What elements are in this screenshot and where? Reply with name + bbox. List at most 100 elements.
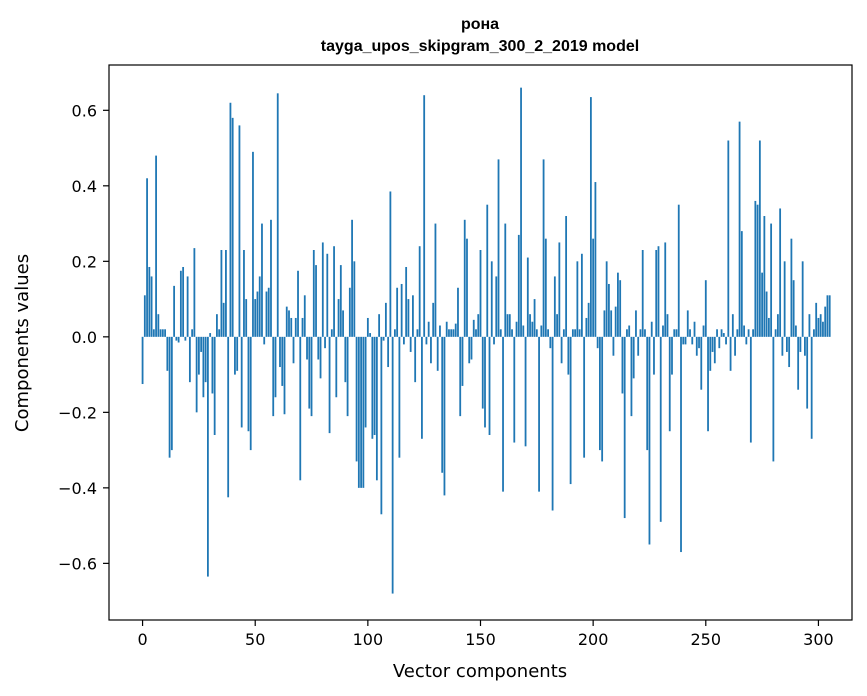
bar-284: [781, 336, 784, 356]
bar-162: [506, 314, 509, 337]
bar-287: [788, 336, 791, 368]
bar-135: [445, 321, 448, 337]
bar-218: [632, 336, 635, 379]
x-axis-ticks: 0 50 100 150 200 250 300: [137, 620, 834, 649]
bar-239: [680, 336, 682, 553]
bar-193: [576, 261, 579, 337]
y-tick-label-0: −0.6: [58, 554, 97, 573]
bar-22: [191, 329, 194, 337]
bar-213: [621, 336, 624, 394]
bar-280: [772, 336, 775, 462]
bar-30: [209, 333, 212, 337]
bar-138: [452, 329, 455, 337]
bar-67: [292, 336, 295, 364]
bar-268: [745, 336, 748, 345]
bar-20: [186, 276, 189, 337]
chart-subtitle: tayga_upos_skipgram_300_2_2019 model: [321, 38, 639, 55]
bar-35: [220, 250, 223, 337]
bar-262: [731, 314, 734, 337]
bar-50: [254, 299, 257, 337]
bar-214: [623, 336, 626, 519]
bar-127: [427, 321, 430, 337]
x-axis-label: Vector components: [393, 661, 567, 682]
bar-98: [362, 336, 365, 488]
bar-238: [677, 204, 680, 337]
bar-5: [152, 329, 155, 337]
y-tick-label-5: 0.4: [72, 177, 97, 196]
bar-63: [283, 336, 286, 415]
bar-265: [738, 121, 741, 337]
bar-200: [592, 238, 595, 337]
bar-85: [333, 246, 335, 337]
bar-215: [626, 329, 628, 337]
bar-152: [484, 336, 486, 428]
bar-84: [330, 329, 333, 337]
bar-52: [258, 276, 261, 337]
bar-38: [227, 336, 230, 498]
bar-70: [299, 336, 302, 481]
bar-13: [170, 336, 173, 451]
bar-158: [497, 159, 500, 337]
bar-104: [375, 336, 378, 481]
bar-177: [540, 325, 543, 337]
bar-0: [141, 336, 144, 385]
bar-229: [657, 246, 660, 337]
bar-128: [430, 336, 432, 364]
bar-143: [463, 219, 466, 337]
bar-150: [479, 250, 482, 337]
bar-275: [761, 272, 764, 337]
bar-46: [245, 299, 248, 337]
bar-91: [346, 336, 349, 417]
bar-39: [229, 102, 232, 337]
bar-75: [310, 336, 313, 417]
x-tick-label-300: 300: [803, 630, 834, 649]
x-tick-label-200: 200: [578, 630, 609, 649]
bar-249: [702, 325, 705, 337]
bar-299: [815, 302, 818, 337]
bar-166: [515, 321, 518, 337]
bar-56: [267, 287, 270, 337]
bar-290: [795, 325, 797, 337]
bar-183: [553, 276, 556, 337]
bar-181: [549, 336, 552, 349]
bar-250: [704, 280, 707, 337]
bar-259: [725, 336, 727, 345]
bar-107: [382, 336, 385, 341]
bar-263: [734, 336, 736, 356]
bar-277: [765, 291, 768, 337]
bar-276: [763, 216, 766, 337]
bar-28: [204, 336, 207, 383]
bar-40: [231, 117, 234, 337]
bar-173: [531, 321, 534, 337]
bar-74: [308, 336, 311, 409]
bar-97: [360, 336, 362, 488]
y-tick-label-3: 0.0: [72, 328, 97, 347]
bar-118: [407, 299, 410, 337]
bar-274: [758, 140, 761, 337]
bar-71: [301, 317, 304, 337]
bar-188: [565, 216, 568, 337]
bar-164: [511, 329, 513, 337]
bar-244: [691, 336, 694, 345]
bar-61: [279, 336, 281, 368]
bar-168: [520, 87, 522, 337]
chart-title: рона: [461, 16, 499, 33]
bar-136: [448, 329, 450, 337]
bar-182: [551, 336, 554, 511]
bar-207: [608, 283, 610, 337]
bar-68: [294, 317, 297, 337]
y-axis-label: Components values: [12, 254, 33, 432]
bar-271: [752, 329, 754, 337]
bar-26: [200, 336, 203, 352]
bar-120: [412, 295, 414, 337]
bar-92: [348, 287, 351, 337]
bar-266: [740, 231, 743, 337]
bar-174: [533, 299, 536, 337]
bar-254: [713, 336, 716, 364]
bar-159: [499, 329, 502, 337]
bar-86: [335, 336, 338, 398]
bar-53: [261, 223, 263, 337]
bar-37: [225, 250, 227, 337]
bar-113: [396, 287, 399, 337]
bar-54: [263, 336, 266, 345]
